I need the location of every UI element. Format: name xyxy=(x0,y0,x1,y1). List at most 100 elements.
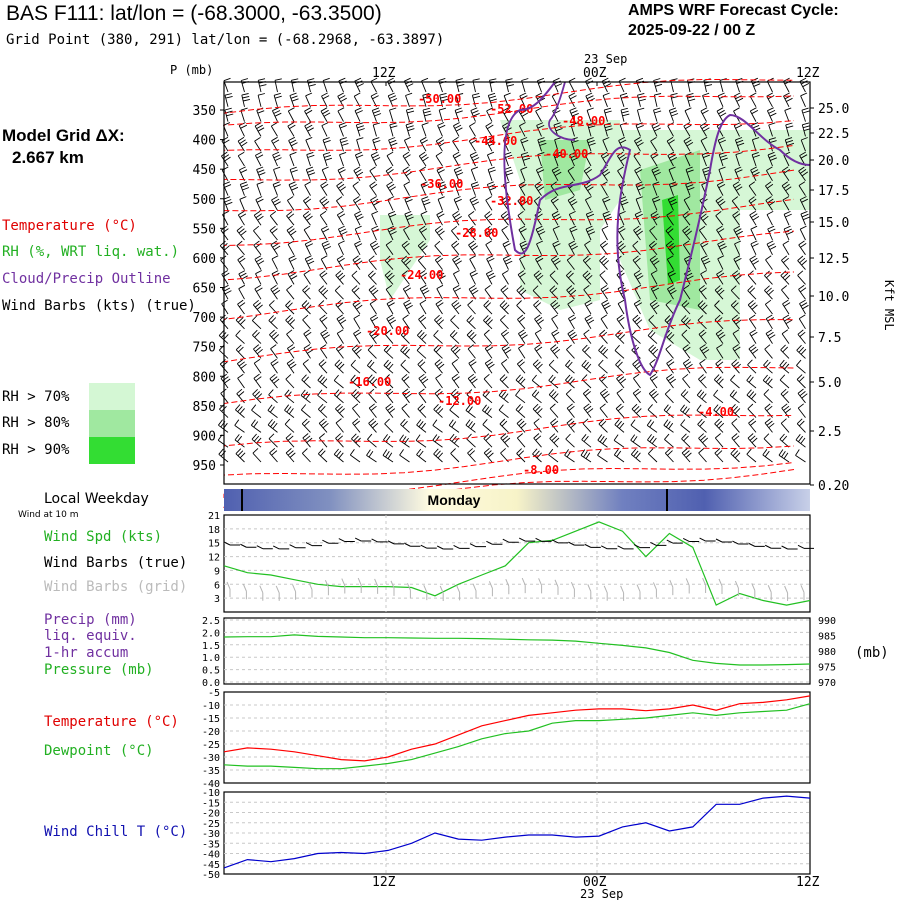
wind-barb xyxy=(500,285,509,300)
wind-barb xyxy=(387,210,397,226)
temperature-contour xyxy=(223,78,795,116)
wind-barb xyxy=(452,255,462,270)
wind-barb xyxy=(518,344,526,359)
wind-barb xyxy=(799,299,809,315)
wind-barb xyxy=(614,344,625,359)
wind-barb xyxy=(487,166,496,181)
wind-barb xyxy=(780,270,791,285)
wind-barb xyxy=(368,255,377,270)
wind-barb xyxy=(271,255,279,270)
cloud-outline xyxy=(503,81,811,377)
wind-barb xyxy=(268,389,278,404)
wind-barb xyxy=(597,434,608,448)
wind-barb xyxy=(505,78,515,93)
wind-barb xyxy=(470,181,480,196)
wind-barb xyxy=(320,107,331,122)
wind-barb xyxy=(217,434,229,448)
wind-barb xyxy=(801,107,810,122)
wind-barb xyxy=(354,210,364,226)
wind-barb xyxy=(503,92,511,107)
wind-barb xyxy=(317,389,328,404)
wind-barb xyxy=(798,314,806,330)
weekday-bar xyxy=(224,489,810,511)
wind-tick-label: 3 xyxy=(214,594,220,605)
wind-barb xyxy=(321,92,330,108)
wind-barb xyxy=(567,329,578,344)
wind-barb xyxy=(402,166,413,182)
wind-barb xyxy=(537,151,545,167)
wind-barb xyxy=(469,151,480,167)
wind-barb xyxy=(795,434,806,448)
wind-barb xyxy=(482,404,493,418)
wind-barb xyxy=(272,151,282,167)
wind-barb xyxy=(697,300,708,315)
wind-barb xyxy=(335,403,345,418)
wind-barb xyxy=(434,255,443,270)
wind-barb xyxy=(285,374,295,389)
wind-barb xyxy=(634,210,643,226)
wind-barb xyxy=(683,196,691,211)
temp-tick-label: -40 xyxy=(202,779,220,790)
wind-barb xyxy=(402,314,410,330)
wind-barb xyxy=(599,388,610,404)
wind-barb xyxy=(499,300,510,315)
wind-barb xyxy=(354,225,362,241)
wind-barb xyxy=(647,434,658,448)
surface-wind-barb xyxy=(256,545,273,550)
wind-barb xyxy=(234,419,245,433)
wind-barb xyxy=(516,418,527,433)
surface-wind-barb xyxy=(535,537,552,542)
wind-barb xyxy=(334,285,344,300)
wind-barb xyxy=(535,225,546,241)
cross-section-frame xyxy=(223,81,811,485)
wind-barb xyxy=(696,404,707,418)
wind-barb xyxy=(614,419,625,433)
wind-barb xyxy=(632,314,643,330)
wind-barb xyxy=(797,255,808,270)
wind-barb xyxy=(500,211,511,226)
wind-barb xyxy=(320,329,330,344)
wind-barb xyxy=(729,389,740,404)
wind-barb xyxy=(369,329,379,344)
wind-barb xyxy=(422,92,431,107)
wind-barb xyxy=(254,122,265,137)
wind-barb xyxy=(516,359,526,374)
temperature-contour-label: -12.00 xyxy=(438,394,481,408)
p-tick-label: 850 xyxy=(193,400,216,415)
wind-barb xyxy=(356,137,364,152)
p-tick-label: 500 xyxy=(193,193,216,208)
temp-frame xyxy=(223,691,811,784)
grid-wind-barb xyxy=(784,585,789,601)
wind-barb xyxy=(240,78,249,93)
wind-barb xyxy=(303,196,312,211)
temperature-contour xyxy=(223,144,795,182)
grid-wind-barb xyxy=(669,579,674,596)
wind-barb xyxy=(650,211,661,226)
wind-barb xyxy=(287,270,298,285)
surface-wind-barb xyxy=(502,538,519,543)
wind-barb xyxy=(322,77,330,93)
wind-barb xyxy=(270,358,279,374)
p-tick-label: 650 xyxy=(193,282,216,297)
wind-barb xyxy=(253,344,263,359)
surface-wind-barb xyxy=(617,545,634,550)
wind-barb xyxy=(319,314,328,330)
wind-barb xyxy=(485,122,494,137)
wind-barb xyxy=(267,419,278,433)
grid-wind-barb xyxy=(357,577,362,594)
wind-barb xyxy=(239,181,250,196)
wind-barb xyxy=(273,92,282,107)
wind-barb xyxy=(385,166,394,182)
grid-wind-barb xyxy=(324,580,329,596)
wind-barb xyxy=(731,359,741,374)
wind-barb xyxy=(586,137,596,152)
wind-barb xyxy=(735,152,743,167)
wind-barb xyxy=(352,403,361,418)
rh90-region xyxy=(662,195,680,285)
wind-barb xyxy=(368,285,379,300)
wind-barb xyxy=(286,285,295,300)
legend-rh80-swatch xyxy=(89,410,135,437)
grid-wind-barb xyxy=(521,577,526,594)
wind-barb xyxy=(483,447,494,463)
wind-barb xyxy=(353,329,362,344)
